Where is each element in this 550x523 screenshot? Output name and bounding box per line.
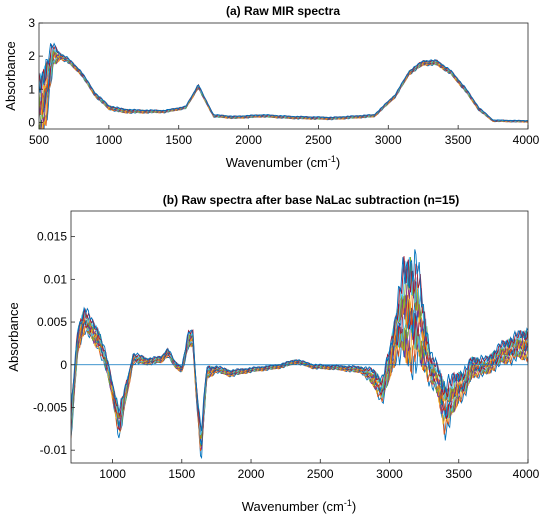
panel-b-series-line-14 — [71, 256, 528, 430]
panel-b-series-line-6 — [71, 299, 528, 444]
panel-b-series-line-8 — [71, 294, 528, 446]
panel-a-x-tick-label: 1500 — [165, 133, 192, 147]
panel-a-x-label: Wavenumber (cm-1) — [226, 154, 340, 170]
panel-b-title: (b) Raw spectra after base NaLac subtrac… — [163, 193, 459, 207]
panel-b-series-line-13 — [71, 257, 528, 436]
panel-b-x-tick-label: 1000 — [99, 467, 126, 481]
panel-b-axes-box — [70, 210, 529, 464]
panel-a-y-label: Absorbance — [3, 41, 18, 110]
panel-b-y-tick-label: 0.015 — [37, 230, 67, 244]
panel-b-series-line-12 — [71, 256, 528, 439]
panel-a-axes-box — [38, 22, 529, 130]
panel-a-series-line-8 — [39, 49, 528, 123]
panel-a-series-line-6 — [39, 54, 528, 123]
panel-a-y-tick-label: 2 — [28, 49, 35, 63]
panel-b-series-line-15 — [71, 249, 528, 431]
panel-b-x-tick-label: 2000 — [238, 467, 265, 481]
panel-a-series-line-14 — [39, 43, 528, 122]
panel-a-series-line-11 — [39, 51, 528, 122]
panel-a-y-ticks: 0 1 2 3 — [28, 16, 43, 129]
panel-a-series-line-9 — [39, 49, 528, 123]
panel-a-series-line-7 — [39, 51, 528, 123]
panel-a-y-tick-label: 3 — [28, 16, 35, 30]
panel-a-x-tick-label: 3000 — [375, 133, 402, 147]
panel-b-y-ticks: -0.01 -0.005 0 0.005 0.01 0.015 — [33, 230, 75, 457]
panel-a-series — [39, 42, 528, 129]
panel-b-x-label: Wavenumber (cm-1) — [242, 498, 356, 514]
panel-a-y-tick-label: 1 — [28, 82, 35, 96]
panel-a-x-tick-label: 3500 — [445, 133, 472, 147]
panel-a-x-ticks: 500 1000 1500 2000 2500 3000 3500 4000 — [29, 125, 540, 147]
panel-b-x-tick-label: 3000 — [376, 467, 403, 481]
panel-b-x-tick-label: 2500 — [307, 467, 334, 481]
panel-b-y-tick-label: 0.01 — [44, 272, 68, 286]
panel-a-y-tick-label: 0 — [28, 115, 35, 129]
panel-b-series-line-10 — [71, 273, 528, 432]
panel-a: (a) Raw MIR spectra 500 1000 1500 2000 2500 3… — [3, 4, 540, 170]
panel-b-series-line-11 — [71, 263, 528, 438]
panel-a-x-tick-label: 2000 — [235, 133, 262, 147]
panel-b-y-tick-label: 0 — [60, 358, 67, 372]
panel-a-x-tick-label: 500 — [29, 133, 49, 147]
panel-b-series — [71, 249, 528, 460]
panel-a-title: (a) Raw MIR spectra — [226, 4, 340, 18]
panel-a-series-line-5 — [39, 55, 528, 129]
panel-b-series-line-7 — [71, 295, 528, 447]
panel-a-x-tick-label: 4000 — [513, 133, 540, 147]
panel-b-y-tick-label: -0.01 — [40, 443, 68, 457]
panel-a-series-line-10 — [39, 51, 528, 122]
panel-b-x-tick-label: 3500 — [445, 467, 472, 481]
panel-b-series-line-3 — [71, 319, 528, 446]
panel-b-y-tick-label: -0.005 — [33, 400, 67, 414]
panel-a-x-tick-label: 1000 — [96, 133, 123, 147]
panel-a-series-line-15 — [39, 42, 528, 122]
panel-a-series-line-2 — [39, 58, 528, 129]
panel-b-x-ticks: 1000 1500 2000 2500 3000 3500 4000 — [99, 459, 540, 481]
panel-b-x-tick-label: 4000 — [513, 467, 540, 481]
panel-a-x-tick-label: 2500 — [305, 133, 332, 147]
panel-a-series-line-4 — [40, 57, 528, 129]
panel-b: (b) Raw spectra after base NaLac subtrac… — [6, 193, 540, 514]
panel-a-series-line-3 — [39, 56, 528, 129]
panel-b-y-label: Absorbance — [6, 302, 21, 371]
panel-b-x-tick-label: 1500 — [168, 467, 195, 481]
panel-b-y-tick-label: 0.005 — [37, 315, 67, 329]
